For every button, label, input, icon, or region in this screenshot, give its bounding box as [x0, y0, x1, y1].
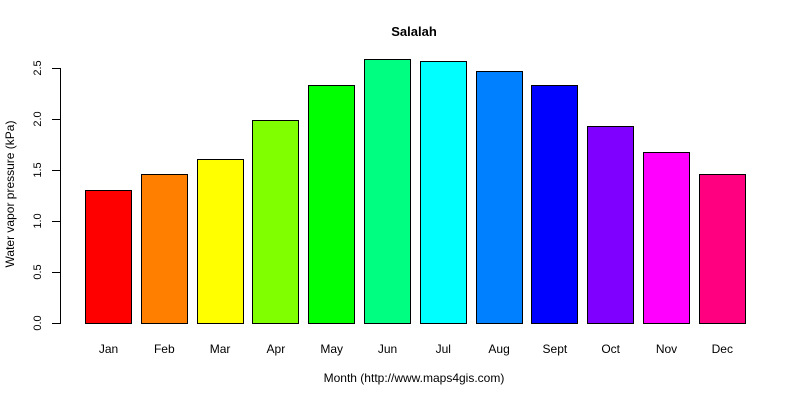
y-axis-label: Water vapor pressure (kPa) — [3, 120, 17, 268]
y-tick — [52, 272, 60, 273]
y-tick — [52, 323, 60, 324]
bar-feb — [140, 174, 188, 324]
y-tick-label: 1.0 — [32, 213, 44, 229]
x-tick-label: Jul — [435, 342, 451, 356]
bar-mar — [196, 158, 244, 324]
bar-jul — [419, 60, 467, 324]
bar-nov — [643, 151, 690, 324]
x-tick-label: Aug — [488, 342, 510, 356]
y-tick — [52, 119, 60, 120]
y-tick-label: 0.0 — [32, 315, 44, 331]
y-tick-label: 0.5 — [32, 264, 44, 280]
y-tick-label: 1.5 — [32, 162, 44, 178]
y-tick-label: 2.0 — [32, 111, 44, 127]
y-tick — [52, 68, 60, 69]
bar-apr — [252, 120, 300, 324]
x-tick-label: Sept — [542, 342, 568, 356]
bar-dec — [698, 174, 746, 324]
chart-title: Salalah — [391, 24, 437, 39]
bar-may — [308, 85, 356, 324]
x-tick-label: Apr — [266, 342, 286, 356]
bar-aug — [475, 71, 523, 324]
x-tick-label: Mar — [209, 342, 231, 356]
x-axis-label: Month (http://www.maps4gis.com) — [323, 371, 505, 385]
bar-oct — [587, 126, 635, 324]
x-tick-label: Jun — [377, 342, 398, 356]
x-tick-label: May — [320, 342, 344, 356]
y-axis-line — [60, 68, 61, 324]
y-tick — [52, 221, 60, 222]
bar-jun — [364, 58, 411, 324]
y-tick-label: 2.5 — [32, 60, 44, 76]
x-tick-label: Jan — [98, 342, 119, 356]
x-tick-label: Nov — [655, 342, 678, 356]
bar-sept — [531, 85, 579, 324]
x-tick-label: Feb — [153, 342, 175, 356]
bar-jan — [85, 190, 132, 324]
y-tick — [52, 170, 60, 171]
x-tick-label: Oct — [601, 342, 621, 356]
x-tick-label: Dec — [711, 342, 733, 356]
